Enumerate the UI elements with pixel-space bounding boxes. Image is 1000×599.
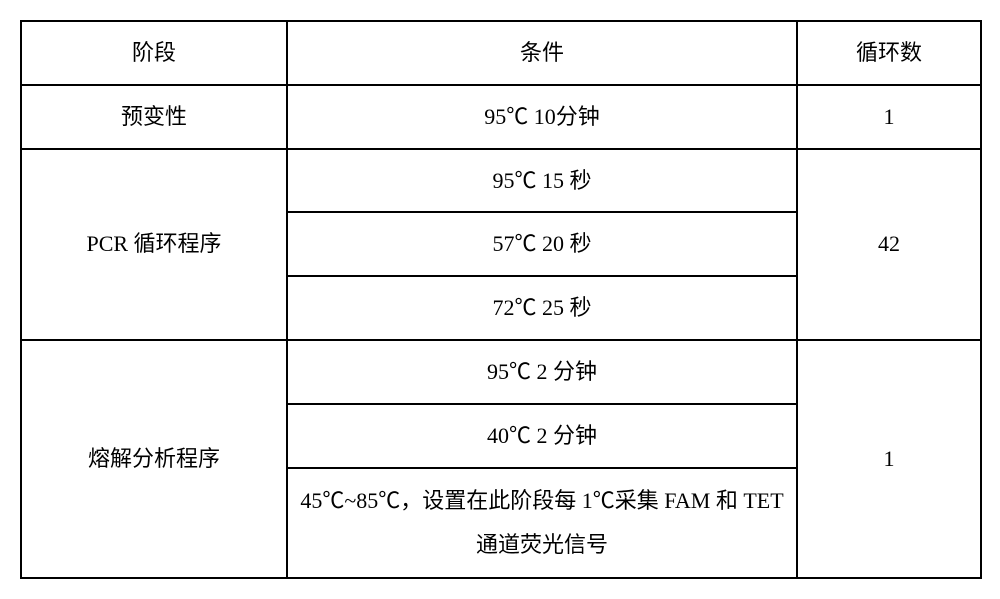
pcr-protocol-table: 阶段 条件 循环数 预变性 95℃ 10分钟 1 PCR 循环程序 95℃ 15… — [20, 20, 980, 579]
header-condition: 条件 — [287, 21, 797, 85]
header-cycles: 循环数 — [797, 21, 981, 85]
condition-cell: 45℃~85℃，设置在此阶段每 1℃采集 FAM 和 TET 通道荧光信号 — [287, 468, 797, 578]
header-stage: 阶段 — [21, 21, 287, 85]
protocol-table: 阶段 条件 循环数 预变性 95℃ 10分钟 1 PCR 循环程序 95℃ 15… — [20, 20, 982, 579]
table-row: PCR 循环程序 95℃ 15 秒 42 — [21, 149, 981, 213]
cycles-cell: 1 — [797, 85, 981, 149]
condition-cell: 57℃ 20 秒 — [287, 212, 797, 276]
condition-cell: 95℃ 15 秒 — [287, 149, 797, 213]
stage-cell: 熔解分析程序 — [21, 340, 287, 578]
condition-cell: 72℃ 25 秒 — [287, 276, 797, 340]
cycles-cell: 42 — [797, 149, 981, 340]
table-header-row: 阶段 条件 循环数 — [21, 21, 981, 85]
condition-cell: 95℃ 2 分钟 — [287, 340, 797, 404]
condition-cell: 95℃ 10分钟 — [287, 85, 797, 149]
stage-cell: PCR 循环程序 — [21, 149, 287, 340]
table-row: 熔解分析程序 95℃ 2 分钟 1 — [21, 340, 981, 404]
table-row: 预变性 95℃ 10分钟 1 — [21, 85, 981, 149]
condition-cell: 40℃ 2 分钟 — [287, 404, 797, 468]
cycles-cell: 1 — [797, 340, 981, 578]
stage-cell: 预变性 — [21, 85, 287, 149]
